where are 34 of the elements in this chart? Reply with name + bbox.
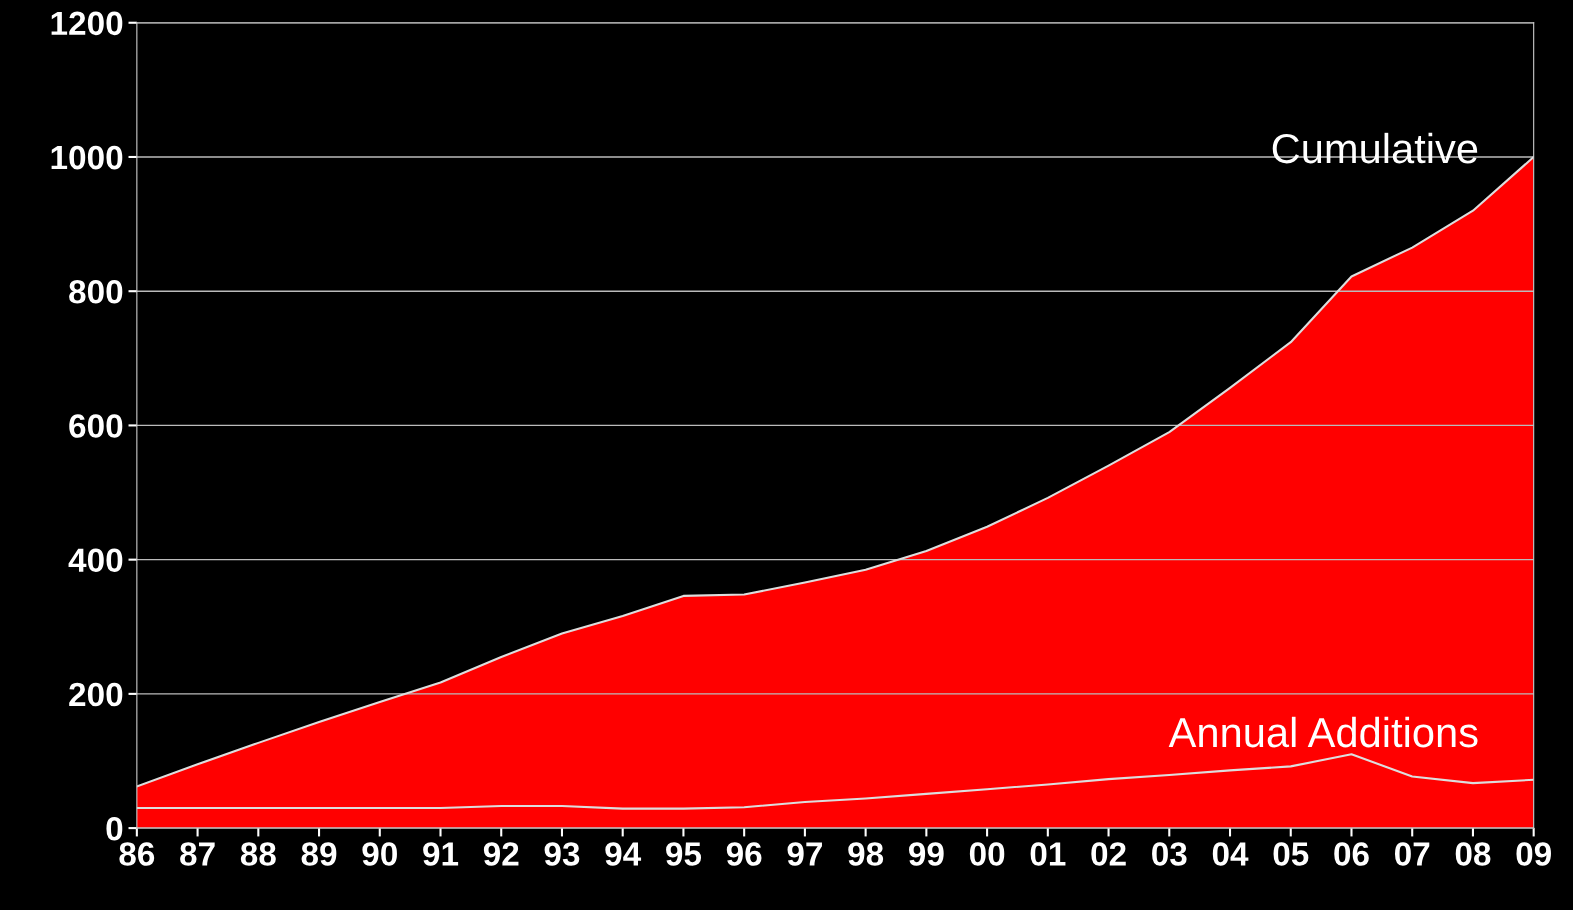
y-tick-label: 400 bbox=[68, 548, 123, 573]
line-series bbox=[136, 753, 1534, 810]
x-tick-label: 00 bbox=[969, 842, 1005, 866]
x-tick-label: 05 bbox=[1273, 842, 1309, 866]
x-tick-label: 01 bbox=[1030, 842, 1066, 866]
x-tick-label: 86 bbox=[119, 842, 155, 866]
x-tick-label: 91 bbox=[423, 842, 459, 866]
x-tick-label: 07 bbox=[1394, 842, 1430, 866]
x-tick-label: 06 bbox=[1334, 842, 1369, 866]
x-tick-label: 99 bbox=[908, 842, 944, 866]
x-tick-label: 95 bbox=[666, 842, 702, 866]
y-tick-label: 800 bbox=[69, 280, 123, 304]
y-tick-label: 0 bbox=[106, 816, 123, 841]
y-tick-label: 1000 bbox=[51, 145, 123, 170]
x-tick-label: 97 bbox=[787, 842, 822, 866]
x-tick-label: 02 bbox=[1091, 842, 1126, 866]
x-tick-label: 09 bbox=[1516, 842, 1551, 866]
x-tick-label: 93 bbox=[544, 842, 580, 866]
x-tick-label: 08 bbox=[1455, 842, 1491, 866]
x-tick-label: 94 bbox=[605, 842, 642, 866]
x-tick-label: 04 bbox=[1212, 842, 1249, 866]
series-label: Annual Additions bbox=[1168, 716, 1478, 748]
x-tick-label: 96 bbox=[726, 842, 762, 866]
x-tick-label: 89 bbox=[301, 842, 337, 866]
y-tick-label: 600 bbox=[69, 414, 123, 438]
x-tick-label: 88 bbox=[240, 842, 276, 866]
x-tick-label: 87 bbox=[180, 842, 215, 866]
y-tick-label: 1200 bbox=[51, 11, 123, 36]
series-label: Cumulative bbox=[1272, 132, 1478, 164]
x-tick-label: 98 bbox=[848, 842, 884, 866]
x-tick-label: 92 bbox=[483, 842, 519, 866]
x-tick-label: 90 bbox=[362, 842, 397, 866]
x-tick-label: 03 bbox=[1152, 842, 1187, 866]
y-tick-label: 200 bbox=[69, 682, 123, 707]
